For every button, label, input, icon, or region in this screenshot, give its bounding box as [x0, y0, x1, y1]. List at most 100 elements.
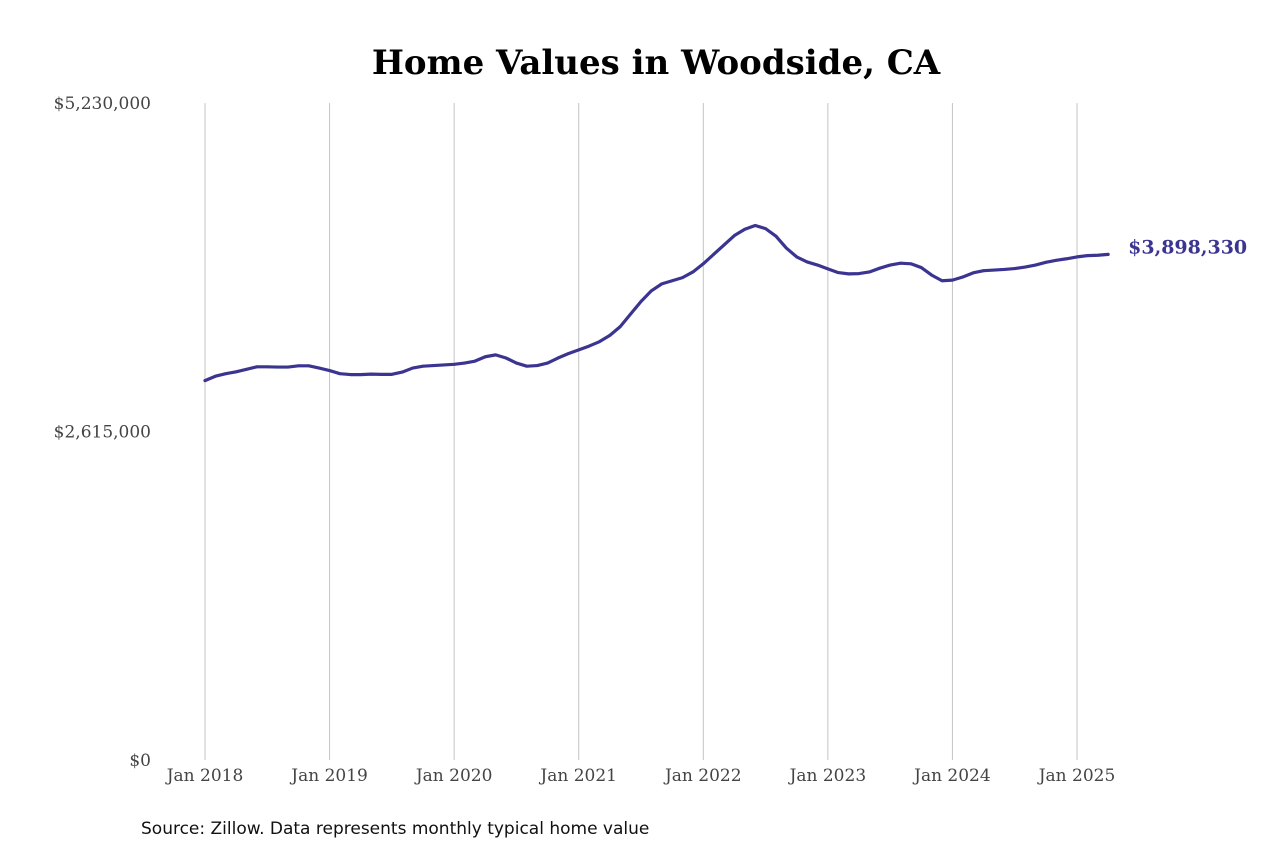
data-point-2019-02 [338, 372, 342, 376]
data-point-2020-12 [566, 352, 570, 356]
x-tick-label: Jan 2025 [1037, 766, 1116, 786]
data-point-2018-07 [265, 365, 269, 369]
data-point-2023-11 [930, 273, 934, 277]
data-point-2018-02 [213, 374, 217, 378]
data-point-2019-01 [328, 369, 331, 372]
data-point-2018-11 [307, 364, 311, 368]
data-point-2019-09 [411, 366, 415, 370]
data-point-2021-08 [649, 289, 653, 293]
data-point-2021-02 [587, 344, 591, 348]
data-point-2020-03 [473, 359, 477, 363]
data-point-2020-11 [556, 356, 560, 360]
series-line-home-value [203, 223, 1110, 383]
data-point-2018-01 [203, 379, 207, 383]
data-point-2018-03 [224, 372, 228, 376]
x-tick-label: Jan 2022 [663, 766, 742, 786]
data-point-2018-05 [245, 367, 248, 371]
data-point-2023-02 [836, 271, 840, 274]
x-tick-label: Jan 2021 [538, 766, 617, 786]
data-point-2018-10 [297, 364, 300, 368]
data-point-2022-05 [743, 227, 747, 231]
data-point-2019-04 [359, 373, 363, 376]
data-point-2022-03 [722, 243, 726, 247]
data-point-2020-09 [535, 364, 539, 367]
data-point-2024-05 [992, 268, 996, 272]
source-note: Source: Zillow. Data represents monthly … [141, 819, 649, 839]
data-point-2018-04 [234, 370, 238, 374]
data-point-2025-01 [1075, 255, 1079, 259]
data-point-2021-04 [608, 334, 612, 337]
x-tick-label: Jan 2018 [165, 766, 244, 786]
data-point-2023-05 [867, 270, 871, 274]
data-point-2024-12 [1065, 257, 1069, 261]
data-point-2021-11 [681, 276, 684, 280]
data-point-2020-10 [546, 361, 549, 365]
data-point-2024-08 [1023, 265, 1027, 269]
data-point-2025-04 [1106, 252, 1110, 256]
data-point-2022-08 [774, 234, 778, 238]
data-point-2022-02 [712, 252, 716, 256]
data-point-2022-09 [784, 246, 788, 250]
x-tick-label: Jan 2023 [788, 766, 867, 786]
x-tick-label: Jan 2019 [289, 766, 368, 786]
data-point-2021-03 [598, 340, 601, 344]
vertical-gridlines [204, 103, 1078, 760]
data-point-2021-10 [670, 279, 674, 283]
data-point-2023-08 [899, 261, 902, 265]
data-point-2020-01 [452, 362, 456, 366]
data-point-2022-04 [733, 234, 736, 237]
data-point-2019-10 [421, 364, 425, 368]
data-point-2022-12 [816, 263, 819, 267]
data-point-2023-06 [878, 266, 882, 270]
chart-title: Home Values in Woodside, CA [372, 43, 941, 83]
data-point-2025-02 [1085, 254, 1089, 258]
data-point-2020-06 [504, 356, 508, 360]
data-point-2020-08 [525, 364, 529, 368]
data-point-2019-11 [431, 364, 435, 367]
data-point-2021-01 [577, 348, 581, 352]
data-point-2023-03 [847, 272, 851, 276]
end-value-label: $3,898,330 [1128, 236, 1247, 258]
data-point-2019-05 [369, 372, 373, 376]
y-tick-label: $2,615,000 [54, 423, 151, 443]
data-point-2024-01 [951, 278, 954, 282]
data-point-2021-12 [691, 270, 695, 274]
data-point-2019-12 [442, 363, 446, 367]
data-point-2024-11 [1054, 258, 1058, 262]
data-point-2024-04 [982, 269, 985, 273]
data-point-2021-05 [618, 325, 622, 329]
data-point-2022-06 [753, 224, 757, 227]
y-axis-ticks: $0 $2,615,000 $5,230,000 [54, 94, 151, 771]
data-point-2023-07 [888, 263, 892, 267]
data-point-2018-12 [317, 366, 321, 370]
data-point-2024-07 [1013, 267, 1017, 270]
x-tick-label: Jan 2024 [912, 766, 991, 786]
data-point-2021-07 [639, 300, 643, 303]
data-point-2018-08 [276, 365, 280, 369]
data-point-2022-11 [805, 260, 809, 264]
data-point-2024-02 [961, 275, 965, 279]
data-point-2021-09 [660, 282, 664, 286]
data-point-2019-03 [348, 373, 352, 376]
data-point-2022-10 [795, 255, 799, 259]
data-point-2019-06 [380, 372, 383, 376]
data-point-2020-02 [463, 361, 466, 365]
data-point-2019-08 [400, 370, 404, 374]
y-tick-label: $5,230,000 [54, 94, 151, 114]
x-tick-label: Jan 2020 [414, 766, 493, 786]
data-point-2022-07 [764, 227, 767, 231]
data-point-2019-07 [390, 372, 394, 376]
data-point-2024-09 [1034, 263, 1037, 267]
data-point-2018-06 [255, 365, 259, 369]
data-point-2022-01 [701, 262, 705, 266]
data-point-2023-12 [940, 279, 944, 283]
data-point-2021-06 [629, 312, 633, 316]
data-point-2025-03 [1096, 253, 1100, 257]
data-point-2024-10 [1044, 260, 1048, 264]
data-point-2023-01 [826, 267, 830, 271]
data-point-2023-10 [919, 266, 923, 269]
data-point-2020-07 [515, 361, 518, 365]
series-points [203, 224, 1110, 383]
data-point-2023-04 [857, 272, 861, 275]
